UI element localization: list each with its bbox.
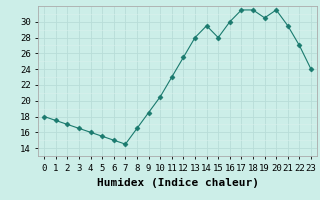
X-axis label: Humidex (Indice chaleur): Humidex (Indice chaleur)	[97, 178, 259, 188]
